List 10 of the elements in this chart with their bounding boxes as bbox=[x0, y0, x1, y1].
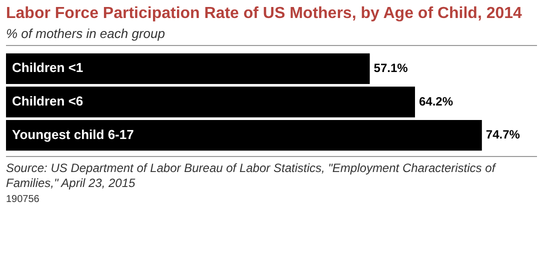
data-label: 74.7% bbox=[486, 128, 520, 142]
y-tick-label: Youngest child 6-17 bbox=[12, 126, 134, 142]
source-note: Source: US Department of Labor Bureau of Labor Statistics, "Employment Characteristics of Families," April 23, 2015 bbox=[6, 156, 537, 191]
chart-subtitle: % of mothers in each group bbox=[6, 26, 537, 46]
y-tick-label: Children <6 bbox=[12, 94, 84, 109]
data-label: 57.1% bbox=[374, 60, 408, 75]
chart-title: Labor Force Participation Rate of US Mothers, by Age of Child, 2014 bbox=[6, 4, 523, 23]
y-tick-label: Children <1 bbox=[12, 60, 84, 76]
text: 190756 bbox=[6, 194, 40, 205]
data-label: 64.2% bbox=[419, 94, 454, 108]
